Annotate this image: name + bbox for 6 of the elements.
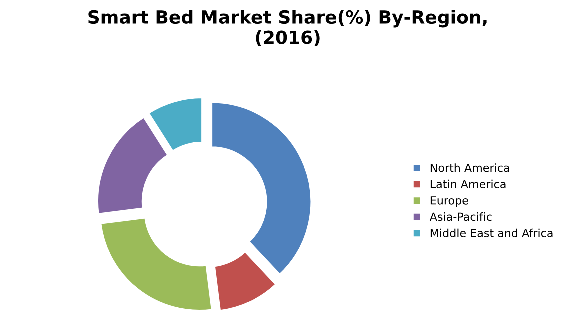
legend-label: Asia-Pacific — [430, 212, 492, 222]
legend-label: Latin America — [430, 180, 506, 189]
legend-label: North America — [430, 164, 510, 172]
chart-title: Smart Bed Market Share(%) By-Region, (2016) — [88, 10, 487, 47]
legend-label: Europe — [430, 196, 468, 207]
legend-label: Middle East and Africa — [430, 228, 553, 238]
